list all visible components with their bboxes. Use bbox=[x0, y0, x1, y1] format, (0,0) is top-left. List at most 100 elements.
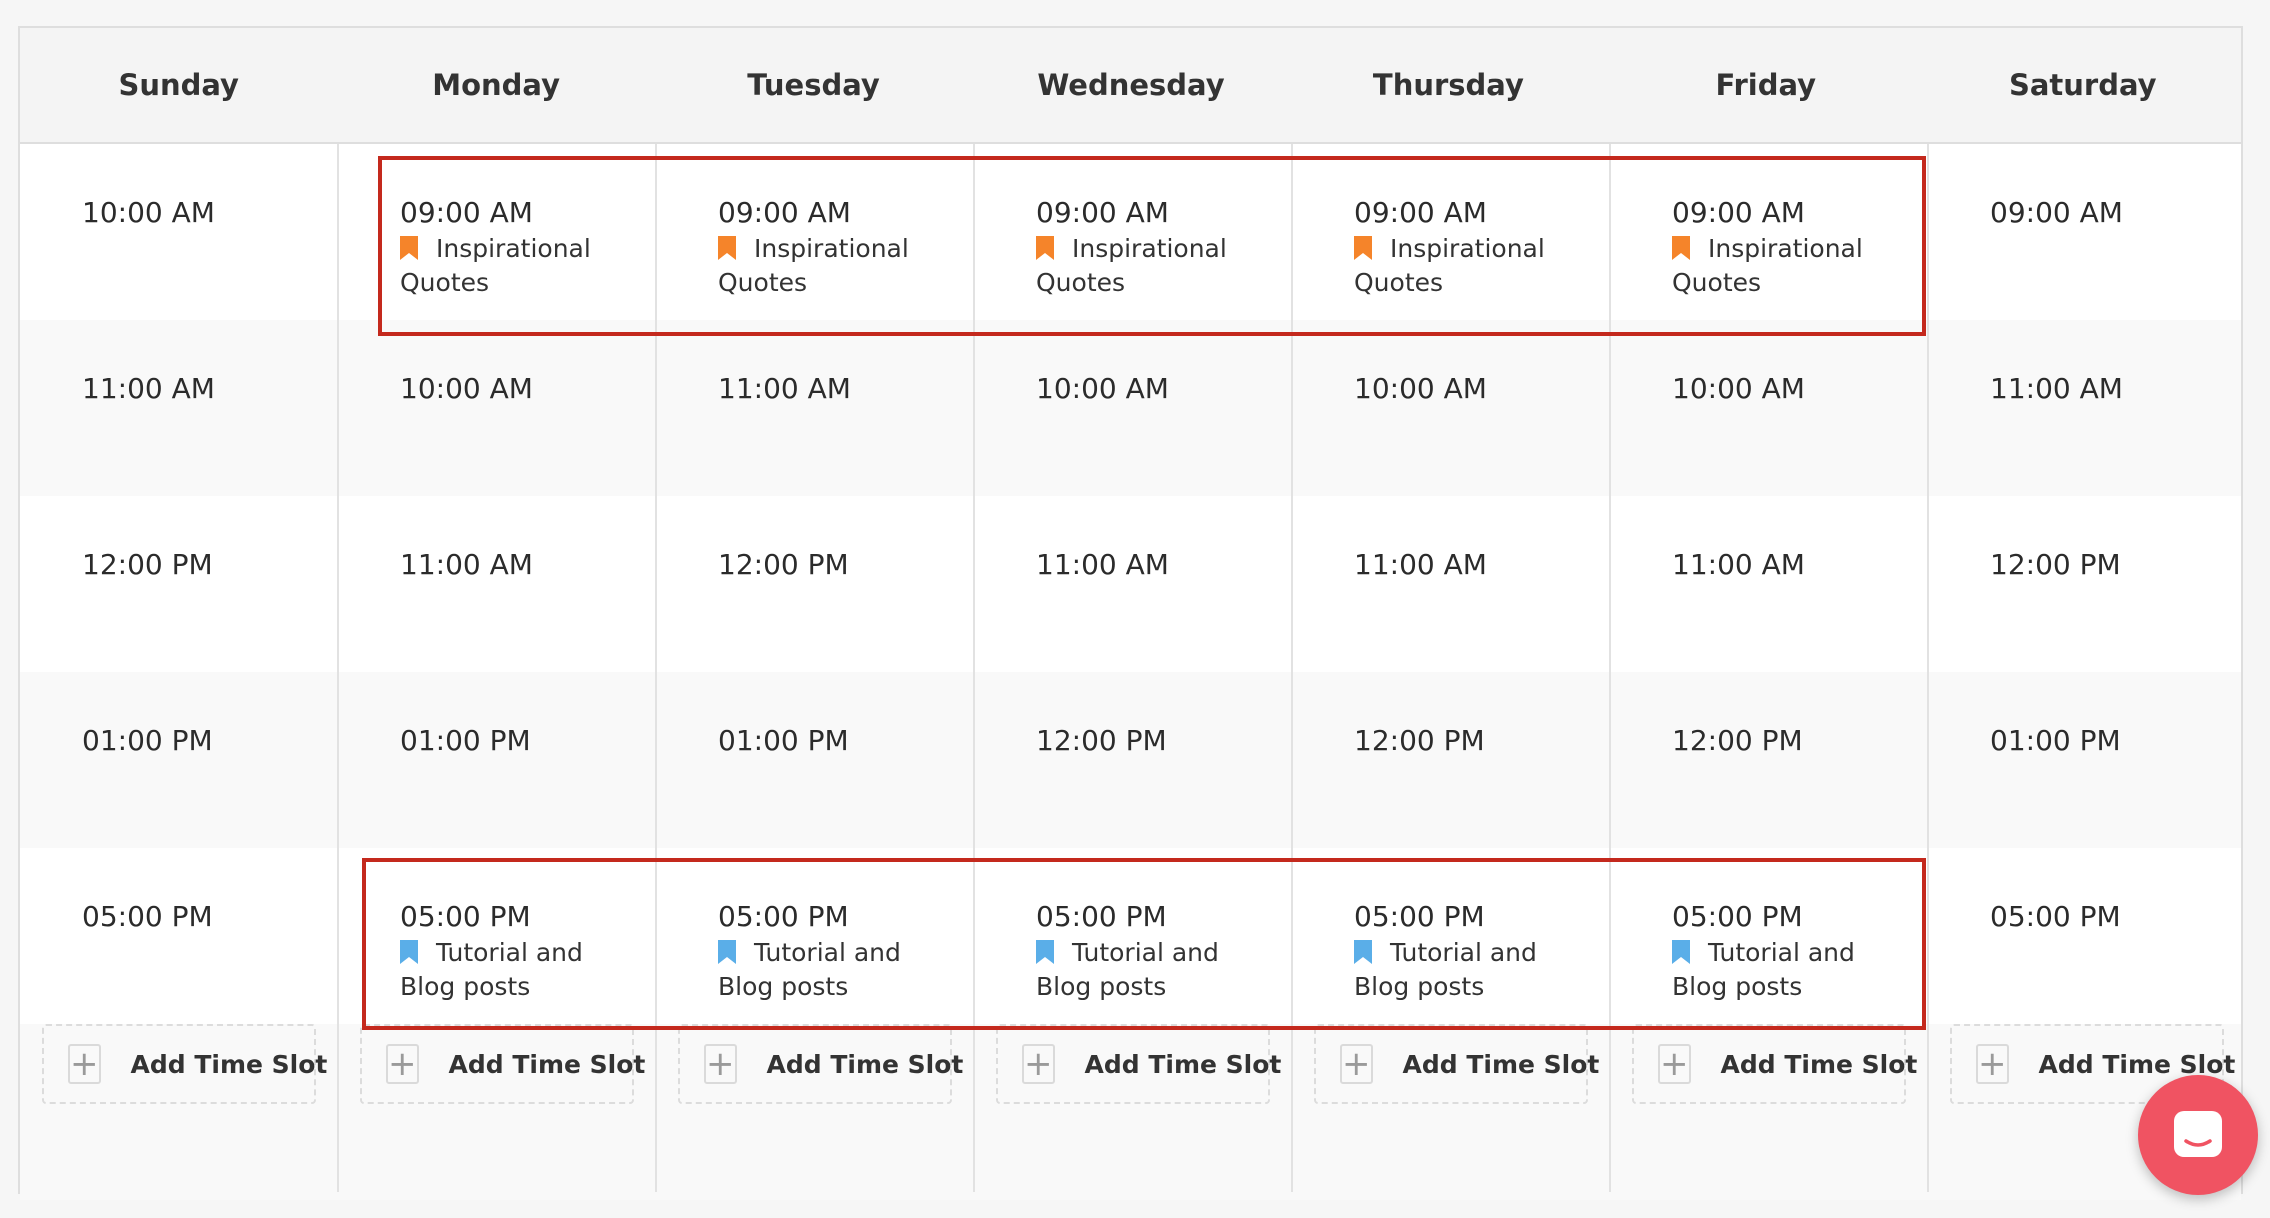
day-header-monday: Monday bbox=[432, 68, 561, 102]
day-header-friday: Friday bbox=[1715, 68, 1817, 102]
day-header-saturday: Saturday bbox=[2008, 68, 2157, 102]
add-time-slot-button[interactable]: + Add Time Slot bbox=[1314, 1024, 1599, 1104]
category-tag: Inspirational Quotes bbox=[718, 232, 948, 300]
add-time-slot-button[interactable]: + Add Time Slot bbox=[1632, 1024, 1917, 1104]
category-tag-label: Inspirational Quotes bbox=[718, 234, 909, 297]
bookmark-icon bbox=[718, 236, 736, 260]
add-time-slot-label: Add Time Slot bbox=[1720, 1049, 1918, 1079]
bookmark-icon bbox=[1036, 940, 1054, 964]
calendar-header-row: Sunday Monday Tuesday Wednesday Thursday… bbox=[20, 28, 2241, 144]
bookmark-icon bbox=[1672, 236, 1690, 260]
time-slot[interactable]: 05:00 PM bbox=[718, 900, 849, 933]
time-slot[interactable]: 10:00 AM bbox=[1036, 372, 1169, 405]
time-slot[interactable]: 10:00 AM bbox=[400, 372, 533, 405]
category-tag: Tutorial and Blog posts bbox=[1354, 936, 1584, 1004]
bookmark-icon bbox=[400, 236, 418, 260]
day-header-tuesday: Tuesday bbox=[747, 68, 880, 102]
plus-icon: + bbox=[1340, 1044, 1373, 1084]
row-band bbox=[20, 672, 2241, 848]
chat-icon bbox=[2174, 1111, 2222, 1157]
category-tag-label: Tutorial and Blog posts bbox=[1036, 938, 1219, 1001]
category-tag-label: Tutorial and Blog posts bbox=[1672, 938, 1855, 1001]
weekly-schedule-calendar: Sunday Monday Tuesday Wednesday Thursday… bbox=[18, 26, 2243, 1200]
column-divider bbox=[973, 144, 975, 1192]
time-slot[interactable]: 05:00 PM bbox=[400, 900, 531, 933]
time-slot[interactable]: 05:00 PM bbox=[1672, 900, 1803, 933]
bookmark-icon bbox=[1036, 236, 1054, 260]
bookmark-icon bbox=[718, 940, 736, 964]
time-slot[interactable]: 05:00 PM bbox=[1990, 900, 2121, 933]
day-header-sunday: Sunday bbox=[118, 68, 239, 102]
category-tag-label: Inspirational Quotes bbox=[1036, 234, 1227, 297]
bookmark-icon bbox=[400, 940, 418, 964]
column-divider bbox=[655, 144, 657, 1192]
time-slot[interactable]: 09:00 AM bbox=[400, 196, 533, 229]
time-slot[interactable]: 10:00 AM bbox=[1672, 372, 1805, 405]
row-band bbox=[20, 1024, 2241, 1200]
add-time-slot-button[interactable]: + Add Time Slot bbox=[1950, 1024, 2235, 1104]
time-slot[interactable]: 05:00 PM bbox=[1354, 900, 1485, 933]
time-slot[interactable]: 12:00 PM bbox=[1990, 548, 2121, 581]
time-slot[interactable]: 11:00 AM bbox=[718, 372, 851, 405]
day-header-thursday: Thursday bbox=[1372, 68, 1524, 102]
time-slot[interactable]: 10:00 AM bbox=[1354, 372, 1487, 405]
add-time-slot-button[interactable]: + Add Time Slot bbox=[678, 1024, 963, 1104]
time-slot[interactable]: 11:00 AM bbox=[82, 372, 215, 405]
time-slot[interactable]: 09:00 AM bbox=[1672, 196, 1805, 229]
add-time-slot-label: Add Time Slot bbox=[2038, 1049, 2236, 1079]
time-slot[interactable]: 01:00 PM bbox=[1990, 724, 2121, 757]
add-time-slot-button[interactable]: + Add Time Slot bbox=[996, 1024, 1281, 1104]
category-tag: Tutorial and Blog posts bbox=[1036, 936, 1266, 1004]
bookmark-icon bbox=[1672, 940, 1690, 964]
category-tag-label: Inspirational Quotes bbox=[1672, 234, 1863, 297]
category-tag-label: Tutorial and Blog posts bbox=[1354, 938, 1537, 1001]
time-slot[interactable]: 10:00 AM bbox=[82, 196, 215, 229]
category-tag: Inspirational Quotes bbox=[1354, 232, 1584, 300]
time-slot[interactable]: 12:00 PM bbox=[1672, 724, 1803, 757]
add-time-slot-label: Add Time Slot bbox=[1084, 1049, 1282, 1079]
time-slot[interactable]: 09:00 AM bbox=[1354, 196, 1487, 229]
time-slot[interactable]: 05:00 PM bbox=[1036, 900, 1167, 933]
category-tag: Tutorial and Blog posts bbox=[400, 936, 630, 1004]
chat-launcher-button[interactable] bbox=[2138, 1075, 2258, 1195]
time-slot[interactable]: 12:00 PM bbox=[1354, 724, 1485, 757]
bookmark-icon bbox=[1354, 940, 1372, 964]
time-slot[interactable]: 12:00 PM bbox=[82, 548, 213, 581]
day-header-wednesday: Wednesday bbox=[1037, 68, 1225, 102]
add-time-slot-label: Add Time Slot bbox=[448, 1049, 646, 1079]
time-slot[interactable]: 11:00 AM bbox=[1990, 372, 2123, 405]
time-slot[interactable]: 09:00 AM bbox=[1036, 196, 1169, 229]
time-slot[interactable]: 01:00 PM bbox=[718, 724, 849, 757]
add-time-slot-button[interactable]: + Add Time Slot bbox=[360, 1024, 645, 1104]
plus-icon: + bbox=[68, 1044, 101, 1084]
category-tag: Inspirational Quotes bbox=[1672, 232, 1902, 300]
time-slot[interactable]: 01:00 PM bbox=[82, 724, 213, 757]
time-slot[interactable]: 11:00 AM bbox=[1354, 548, 1487, 581]
category-tag: Tutorial and Blog posts bbox=[1672, 936, 1902, 1004]
category-tag-label: Tutorial and Blog posts bbox=[718, 938, 901, 1001]
time-slot[interactable]: 09:00 AM bbox=[718, 196, 851, 229]
add-time-slot-button[interactable]: + Add Time Slot bbox=[42, 1024, 327, 1104]
time-slot[interactable]: 12:00 PM bbox=[718, 548, 849, 581]
time-slot[interactable]: 05:00 PM bbox=[82, 900, 213, 933]
time-slot[interactable]: 11:00 AM bbox=[1672, 548, 1805, 581]
category-tag-label: Inspirational Quotes bbox=[1354, 234, 1545, 297]
plus-icon: + bbox=[1976, 1044, 2009, 1084]
plus-icon: + bbox=[704, 1044, 737, 1084]
time-slot[interactable]: 01:00 PM bbox=[400, 724, 531, 757]
column-divider bbox=[337, 144, 339, 1192]
time-slot[interactable]: 11:00 AM bbox=[400, 548, 533, 581]
row-band bbox=[20, 496, 2241, 672]
add-time-slot-label: Add Time Slot bbox=[1402, 1049, 1600, 1079]
category-tag-label: Tutorial and Blog posts bbox=[400, 938, 583, 1001]
column-divider bbox=[1291, 144, 1293, 1192]
time-slot[interactable]: 09:00 AM bbox=[1990, 196, 2123, 229]
category-tag: Inspirational Quotes bbox=[1036, 232, 1266, 300]
time-slot[interactable]: 12:00 PM bbox=[1036, 724, 1167, 757]
plus-icon: + bbox=[1658, 1044, 1691, 1084]
add-time-slot-label: Add Time Slot bbox=[766, 1049, 964, 1079]
column-divider bbox=[1927, 144, 1929, 1192]
bookmark-icon bbox=[1354, 236, 1372, 260]
time-slot[interactable]: 11:00 AM bbox=[1036, 548, 1169, 581]
category-tag: Tutorial and Blog posts bbox=[718, 936, 948, 1004]
